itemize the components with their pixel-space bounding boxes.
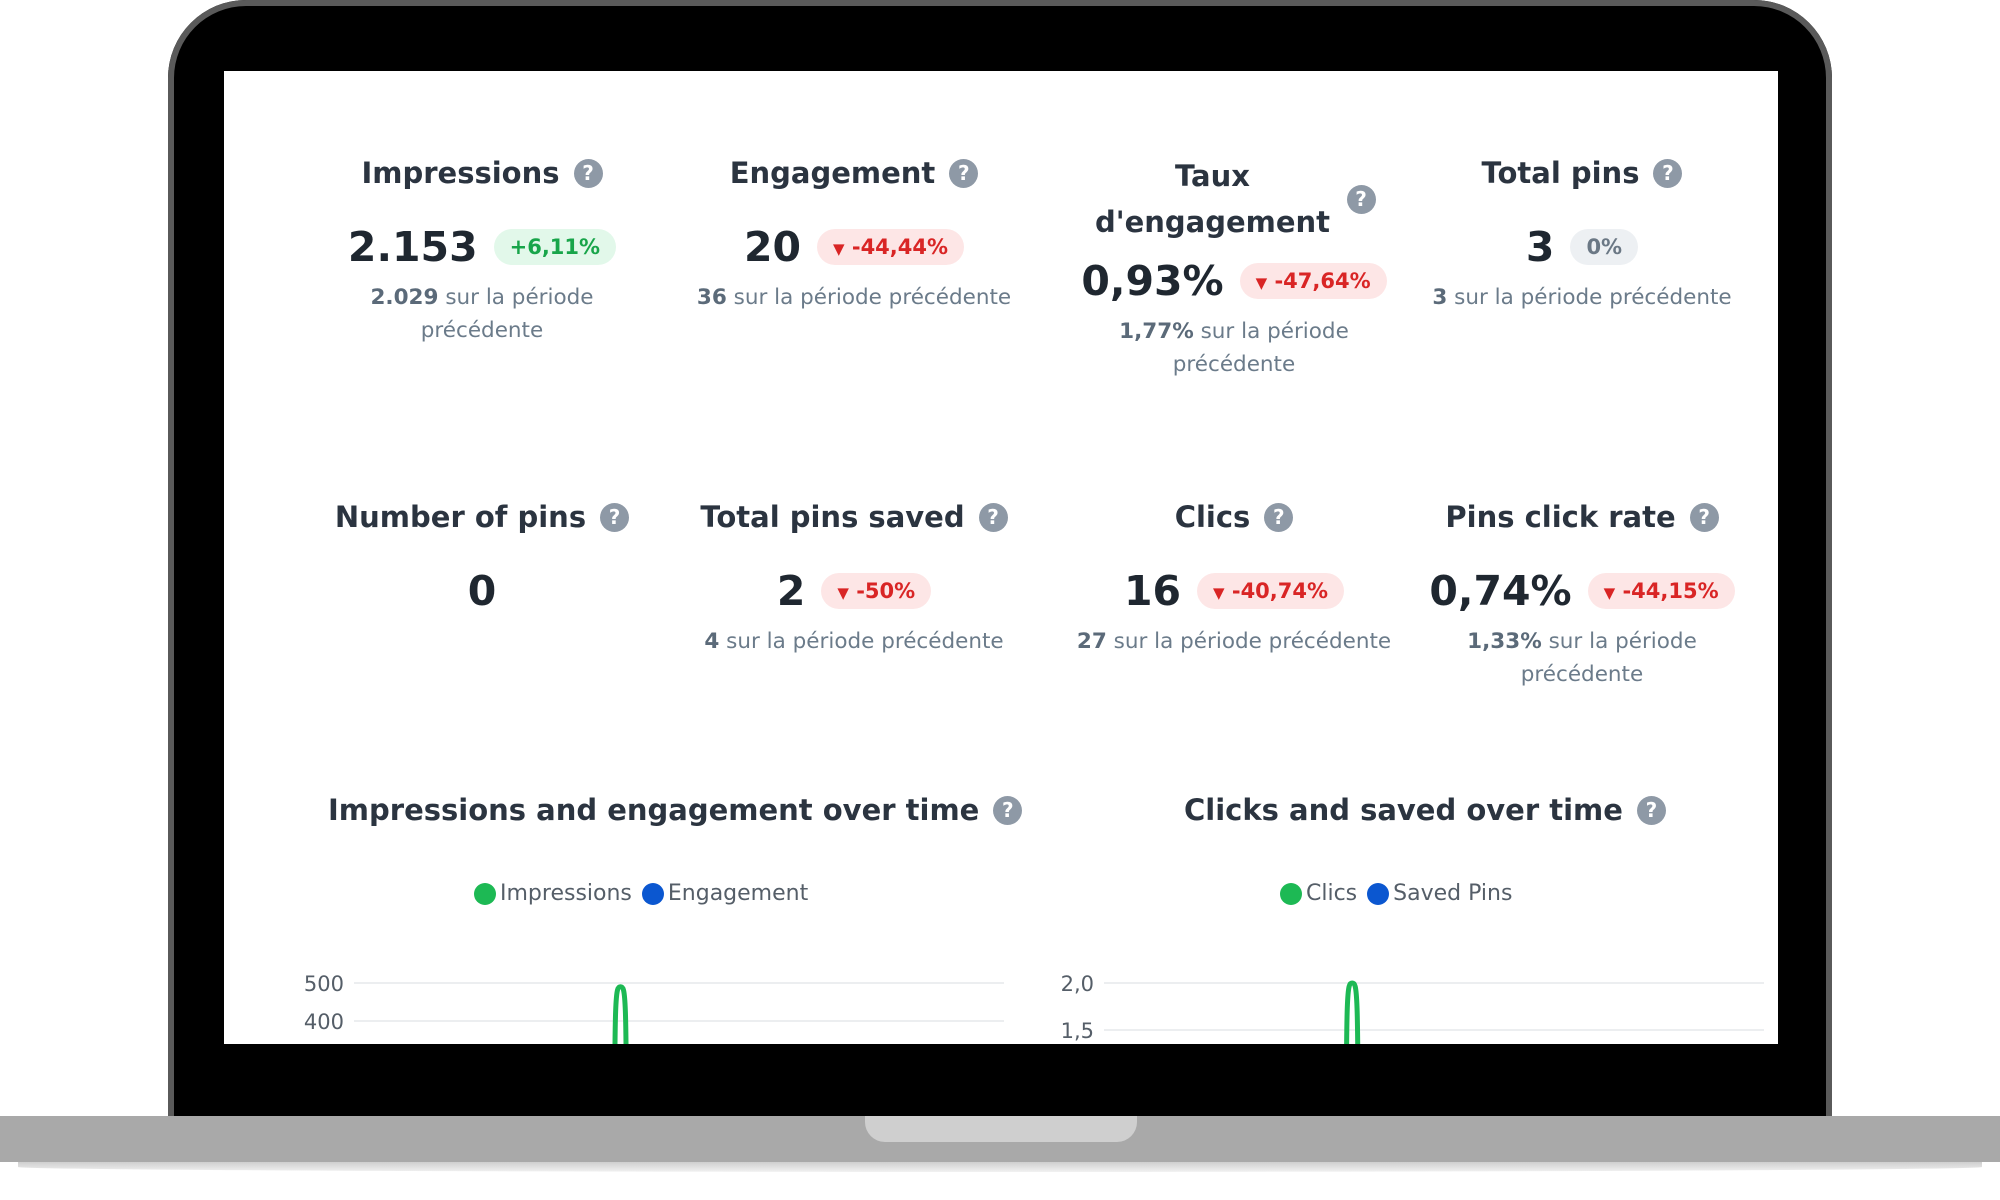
metric-title: Clics bbox=[1174, 500, 1251, 534]
chart-title-impressions: Impressions and engagement over time ? bbox=[328, 793, 1023, 827]
laptop-shadow bbox=[18, 1162, 1982, 1172]
y-tick-label: 400 bbox=[304, 1010, 344, 1034]
triangle-down-icon: ▼ bbox=[1213, 584, 1225, 602]
legend-item-impressions[interactable]: Impressions bbox=[474, 881, 632, 906]
question-circle-icon[interactable]: ? bbox=[1636, 795, 1666, 825]
triangle-down-icon: ▼ bbox=[1603, 584, 1616, 602]
legend-dot bbox=[474, 882, 496, 905]
metric-total-pins: Total pins ? 3 0% 3 sur la période précé… bbox=[1392, 151, 1772, 314]
previous-value: 27 bbox=[1076, 629, 1107, 654]
y-tick-label: 2,0 bbox=[1061, 972, 1094, 996]
metric-value: 0,93% bbox=[1081, 257, 1224, 305]
question-circle-icon[interactable]: ? bbox=[573, 158, 603, 188]
metric-engagement: Engagement ? 20 ▼ -44,44% 36 sur la péri… bbox=[664, 151, 1044, 314]
previous-value: 1,33% bbox=[1467, 629, 1542, 654]
question-circle-icon[interactable]: ? bbox=[993, 795, 1023, 825]
metric-value: 2.153 bbox=[347, 223, 478, 271]
metric-title: Total pins saved bbox=[700, 500, 965, 534]
trend-badge: ▼ -44,44% bbox=[817, 229, 965, 265]
metric-total-pins-saved: Total pins saved ? 2 ▼ -50% 4 sur la pér… bbox=[664, 495, 1044, 658]
previous-period: 4 sur la période précédente bbox=[664, 625, 1044, 658]
trend-badge: ▼ -44,15% bbox=[1587, 573, 1735, 609]
question-circle-icon[interactable]: ? bbox=[978, 502, 1008, 532]
question-circle-icon[interactable]: ? bbox=[1264, 502, 1294, 532]
trend-badge: ▼ -50% bbox=[821, 573, 932, 609]
y-tick-label: 500 bbox=[304, 972, 344, 996]
legend-item-engagement[interactable]: Engagement bbox=[641, 881, 808, 906]
chart-title-clicks: Clicks and saved over time ? bbox=[1184, 793, 1666, 827]
question-circle-icon[interactable]: ? bbox=[1689, 502, 1719, 532]
legend-item-clics[interactable]: Clics bbox=[1280, 881, 1357, 906]
previous-value: 2.029 bbox=[370, 285, 439, 310]
metric-title: Total pins bbox=[1481, 156, 1640, 190]
triangle-down-icon: ▼ bbox=[837, 584, 849, 602]
metric-title: Number of pins bbox=[334, 500, 587, 534]
metric-value: 0,74% bbox=[1429, 567, 1572, 615]
previous-text: sur la période précédente bbox=[420, 285, 594, 343]
previous-text: sur la période précédente bbox=[726, 629, 1004, 654]
metric-value: 20 bbox=[743, 223, 801, 271]
previous-value: 36 bbox=[696, 285, 727, 310]
metric-engagement-rate: Taux d'engagement ? 0,93% ▼ -47,64% 1,77… bbox=[1044, 151, 1424, 381]
chart-title: Impressions and engagement over time bbox=[328, 793, 980, 827]
trend-badge: 0% bbox=[1570, 229, 1639, 265]
question-circle-icon[interactable]: ? bbox=[1346, 184, 1376, 214]
previous-period: 27 sur la période précédente bbox=[1044, 625, 1424, 658]
metric-title: Taux d'engagement bbox=[1094, 159, 1331, 239]
series-spike bbox=[1344, 980, 1361, 1044]
trend-badge: ▼ -47,64% bbox=[1239, 263, 1387, 299]
previous-text: sur la période précédente bbox=[1172, 319, 1349, 377]
clicks-saved-chart: 2,01,51,0 bbox=[1061, 972, 1764, 1044]
trend-badge: ▼ -40,74% bbox=[1197, 573, 1345, 609]
previous-period: 1,77% sur la période précédente bbox=[1069, 315, 1399, 381]
previous-text: sur la période précédente bbox=[1454, 285, 1732, 310]
previous-value: 4 bbox=[704, 629, 720, 654]
chart-title: Clicks and saved over time bbox=[1184, 793, 1623, 827]
previous-text: sur la période précédente bbox=[1520, 629, 1697, 687]
metric-value: 0 bbox=[467, 567, 497, 615]
previous-period: 1,33% sur la période précédente bbox=[1417, 625, 1747, 691]
metric-title: Engagement bbox=[729, 156, 936, 190]
metric-clics: Clics ? 16 ▼ -40,74% 27 sur la période p… bbox=[1044, 495, 1424, 658]
metric-value: 16 bbox=[1123, 567, 1181, 615]
dashboard-screen: Impressions ? 2.153 +6,11% 2.029 sur la … bbox=[224, 71, 1778, 1044]
metric-title: Pins click rate bbox=[1445, 500, 1676, 534]
triangle-down-icon: ▼ bbox=[833, 240, 845, 258]
legend-item-saved-pins[interactable]: Saved Pins bbox=[1367, 881, 1512, 906]
metric-value: 3 bbox=[1525, 223, 1555, 271]
question-circle-icon[interactable]: ? bbox=[949, 158, 979, 188]
previous-period: 2.029 sur la période précédente bbox=[317, 281, 647, 347]
question-circle-icon[interactable]: ? bbox=[1653, 158, 1683, 188]
previous-value: 3 bbox=[1432, 285, 1448, 310]
chart-legend: Clics Saved Pins bbox=[1280, 881, 1512, 906]
previous-period: 36 sur la période précédente bbox=[664, 281, 1044, 314]
legend-dot bbox=[1367, 882, 1390, 905]
legend-dot bbox=[1280, 882, 1302, 905]
metric-pins-click-rate: Pins click rate ? 0,74% ▼ -44,15% 1,33% … bbox=[1392, 495, 1772, 691]
metric-number-of-pins: Number of pins ? 0 bbox=[292, 495, 672, 615]
previous-text: sur la période précédente bbox=[733, 285, 1012, 310]
chart-legend: Impressions Engagement bbox=[474, 881, 808, 906]
triangle-down-icon: ▼ bbox=[1255, 274, 1268, 292]
laptop-notch bbox=[865, 1116, 1137, 1142]
question-circle-icon[interactable]: ? bbox=[600, 502, 630, 532]
metric-impressions: Impressions ? 2.153 +6,11% 2.029 sur la … bbox=[292, 151, 672, 347]
previous-text: sur la période précédente bbox=[1113, 629, 1392, 654]
series-spike bbox=[612, 984, 629, 1044]
previous-period: 3 sur la période précédente bbox=[1392, 281, 1772, 314]
previous-value: 1,77% bbox=[1119, 319, 1194, 344]
metric-title: Impressions bbox=[361, 156, 560, 190]
metric-value: 2 bbox=[776, 567, 806, 615]
y-tick-label: 1,5 bbox=[1061, 1019, 1094, 1043]
impressions-engagement-chart: 500400300200 bbox=[304, 972, 1004, 1044]
legend-dot bbox=[641, 882, 664, 905]
trend-badge: +6,11% bbox=[493, 229, 617, 265]
